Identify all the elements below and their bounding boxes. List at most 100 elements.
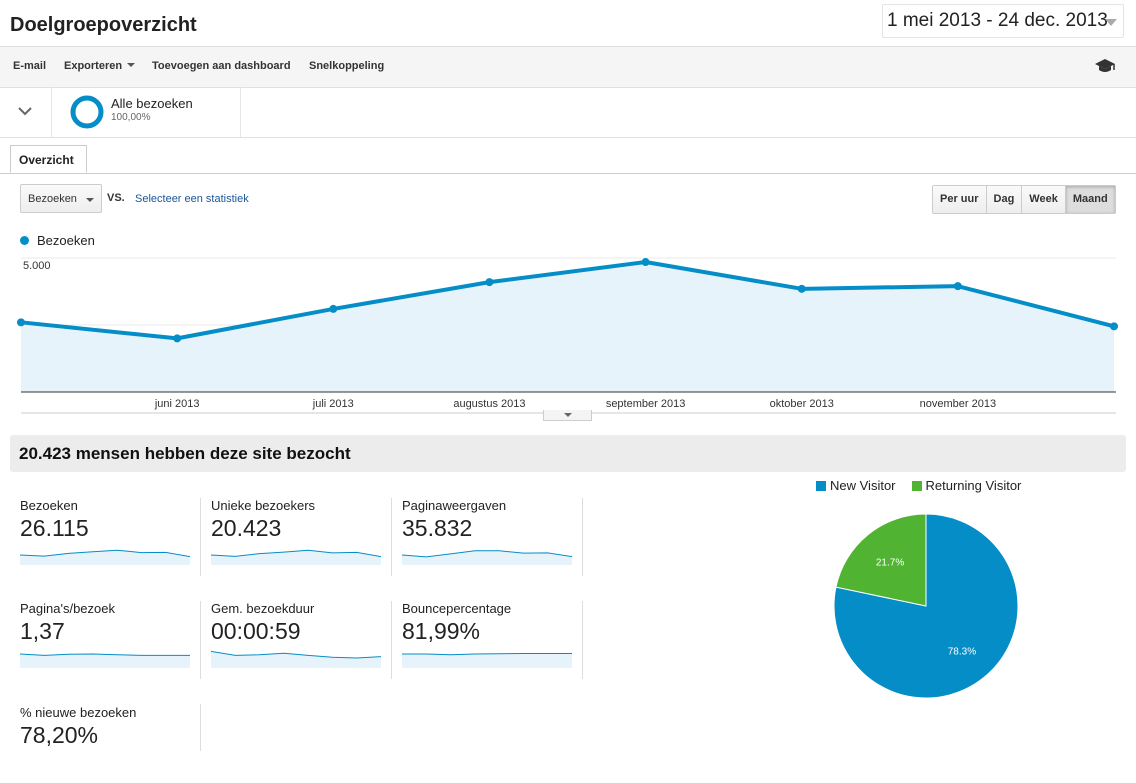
vs-label: VS.	[107, 192, 125, 204]
sparkline-line	[402, 550, 572, 558]
metric-card[interactable]: Pagina's/bezoek 1,37	[10, 601, 192, 679]
metric-divider	[200, 498, 201, 576]
metric-divider	[391, 601, 392, 679]
date-range-picker[interactable]: 1 mei 2013 - 24 dec. 2013	[882, 4, 1124, 38]
data-point[interactable]	[641, 258, 650, 267]
metric-label: Bezoeken	[20, 498, 78, 513]
metric-card[interactable]: Bouncepercentage 81,99%	[392, 601, 574, 679]
series-line	[20, 260, 1115, 341]
metric-label: Pagina's/bezoek	[20, 601, 115, 616]
sparkline-area	[211, 651, 381, 668]
date-range-separator: -	[981, 10, 998, 31]
metric-value: 00:00:59	[211, 618, 301, 644]
data-point[interactable]	[173, 334, 182, 343]
sparkline-area	[20, 550, 190, 565]
metric-sparkline	[402, 550, 572, 565]
date-range-end: 24 dec. 2013	[997, 10, 1108, 31]
segment-toggle-button[interactable]	[0, 87, 52, 137]
data-point[interactable]	[1110, 322, 1118, 331]
chevron-down-icon	[127, 63, 136, 67]
chevron-down-icon	[564, 413, 572, 417]
metric-card[interactable]: Paginaweergaven 35.832	[392, 498, 574, 576]
page-title: Doelgroepoverzicht	[10, 14, 197, 36]
metric-label: Unieke bezoekers	[211, 498, 316, 513]
metric-sparkline	[20, 653, 190, 668]
interval-month-button[interactable]: Maand	[1065, 186, 1115, 213]
chevron-down-icon	[1105, 19, 1117, 26]
segment-all-visits[interactable]: Alle bezoeken 100,00%	[52, 87, 241, 137]
x-tick-label: juli 2013	[312, 398, 354, 410]
metric-sparkline	[20, 549, 190, 565]
pie-legend: New Visitor Returning Visitor	[816, 478, 1021, 493]
export-label: Exporteren	[64, 60, 123, 72]
metric-sparkline	[211, 650, 381, 668]
email-button[interactable]: E-mail	[13, 60, 47, 72]
toolbar: E-mail Exporteren Toevoegen aan dashboar…	[0, 46, 1136, 88]
tab-overview[interactable]: Overzicht	[10, 145, 87, 173]
metric-divider	[200, 704, 201, 751]
metric-sparkline	[211, 549, 381, 565]
interval-hourly-button[interactable]: Per uur	[933, 186, 987, 213]
legend-dot-icon	[20, 236, 29, 245]
sparkline-area	[211, 550, 381, 565]
export-button[interactable]: Exporteren	[64, 60, 136, 72]
segment-bar: Alle bezoeken 100,00%	[0, 87, 1136, 138]
summary-headline: 20.423 mensen hebben deze site bezocht	[19, 444, 351, 463]
select-statistic-link[interactable]: Selecteer een statistiek	[135, 193, 249, 205]
metric-value: 20.423	[211, 515, 282, 541]
sparkline-line	[211, 650, 381, 659]
add-to-dashboard-button[interactable]: Toevoegen aan dashboard	[152, 60, 291, 72]
sparkline-area	[402, 653, 572, 668]
data-point[interactable]	[797, 284, 806, 293]
data-point[interactable]	[17, 318, 25, 327]
data-point[interactable]	[329, 304, 338, 313]
sparkline-line	[402, 652, 572, 656]
data-point[interactable]	[953, 282, 962, 291]
metric-card[interactable]: Unieke bezoekers 20.423	[201, 498, 383, 576]
legend-new-visitor-label: New Visitor	[830, 478, 896, 493]
shortcut-button[interactable]: Snelkoppeling	[309, 60, 385, 72]
legend-returning-visitor-label: Returning Visitor	[925, 478, 1022, 493]
metric-value: 35.832	[402, 515, 473, 541]
tab-divider	[0, 173, 1136, 174]
metric-divider	[582, 498, 583, 576]
legend-new-visitor[interactable]: New Visitor	[816, 478, 896, 493]
chevron-down-icon	[18, 107, 32, 116]
metric-sparkline	[402, 652, 572, 668]
sparkline-line	[20, 549, 190, 558]
legend-returning-visitor[interactable]: Returning Visitor	[911, 478, 1022, 493]
metric-value: 78,20%	[20, 722, 99, 748]
x-tick-label: augustus 2013	[453, 398, 525, 410]
chevron-down-icon	[86, 198, 94, 202]
metric-label: % nieuwe bezoeken	[20, 705, 137, 720]
metric-card[interactable]: Gem. bezoekduur 00:00:59	[201, 601, 383, 679]
summary-header: 20.423 mensen hebben deze site bezocht	[10, 435, 1126, 472]
pie-slice-label: 78.3%	[948, 646, 976, 657]
sparkline-area	[402, 550, 572, 565]
date-range-start: 1 mei 2013	[887, 10, 982, 31]
pie-slice-label: 21.7%	[876, 558, 904, 569]
data-point[interactable]	[485, 278, 494, 287]
metric-select[interactable]: Bezoeken	[20, 184, 102, 213]
sparkline-line	[211, 549, 381, 558]
metric-divider	[582, 601, 583, 679]
graduation-cap-icon[interactable]	[1094, 57, 1116, 80]
visitor-type-pie-chart: 78.3% 21.7%	[833, 513, 1019, 699]
chart-collapse-handle[interactable]	[543, 410, 592, 421]
metric-card[interactable]: Bezoeken 26.115	[10, 498, 192, 576]
metric-value: 1,37	[20, 618, 65, 644]
pie-slice[interactable]	[835, 513, 927, 607]
metric-value: 26.115	[20, 515, 89, 541]
x-tick-label: november 2013	[920, 398, 996, 410]
metric-label: Paginaweergaven	[402, 498, 507, 513]
segment-name: Alle bezoeken	[111, 96, 193, 111]
segment-ring-icon	[70, 95, 104, 129]
metric-label: Gem. bezoekduur	[211, 601, 315, 616]
interval-day-button[interactable]: Dag	[986, 186, 1023, 213]
metric-select-value: Bezoeken	[28, 193, 77, 205]
legend-swatch-icon	[816, 481, 826, 491]
interval-week-button[interactable]: Week	[1022, 186, 1066, 213]
x-tick-label: oktober 2013	[770, 398, 834, 410]
chart-legend[interactable]: Bezoeken	[20, 233, 95, 248]
metric-card[interactable]: % nieuwe bezoeken 78,20%	[10, 705, 192, 783]
